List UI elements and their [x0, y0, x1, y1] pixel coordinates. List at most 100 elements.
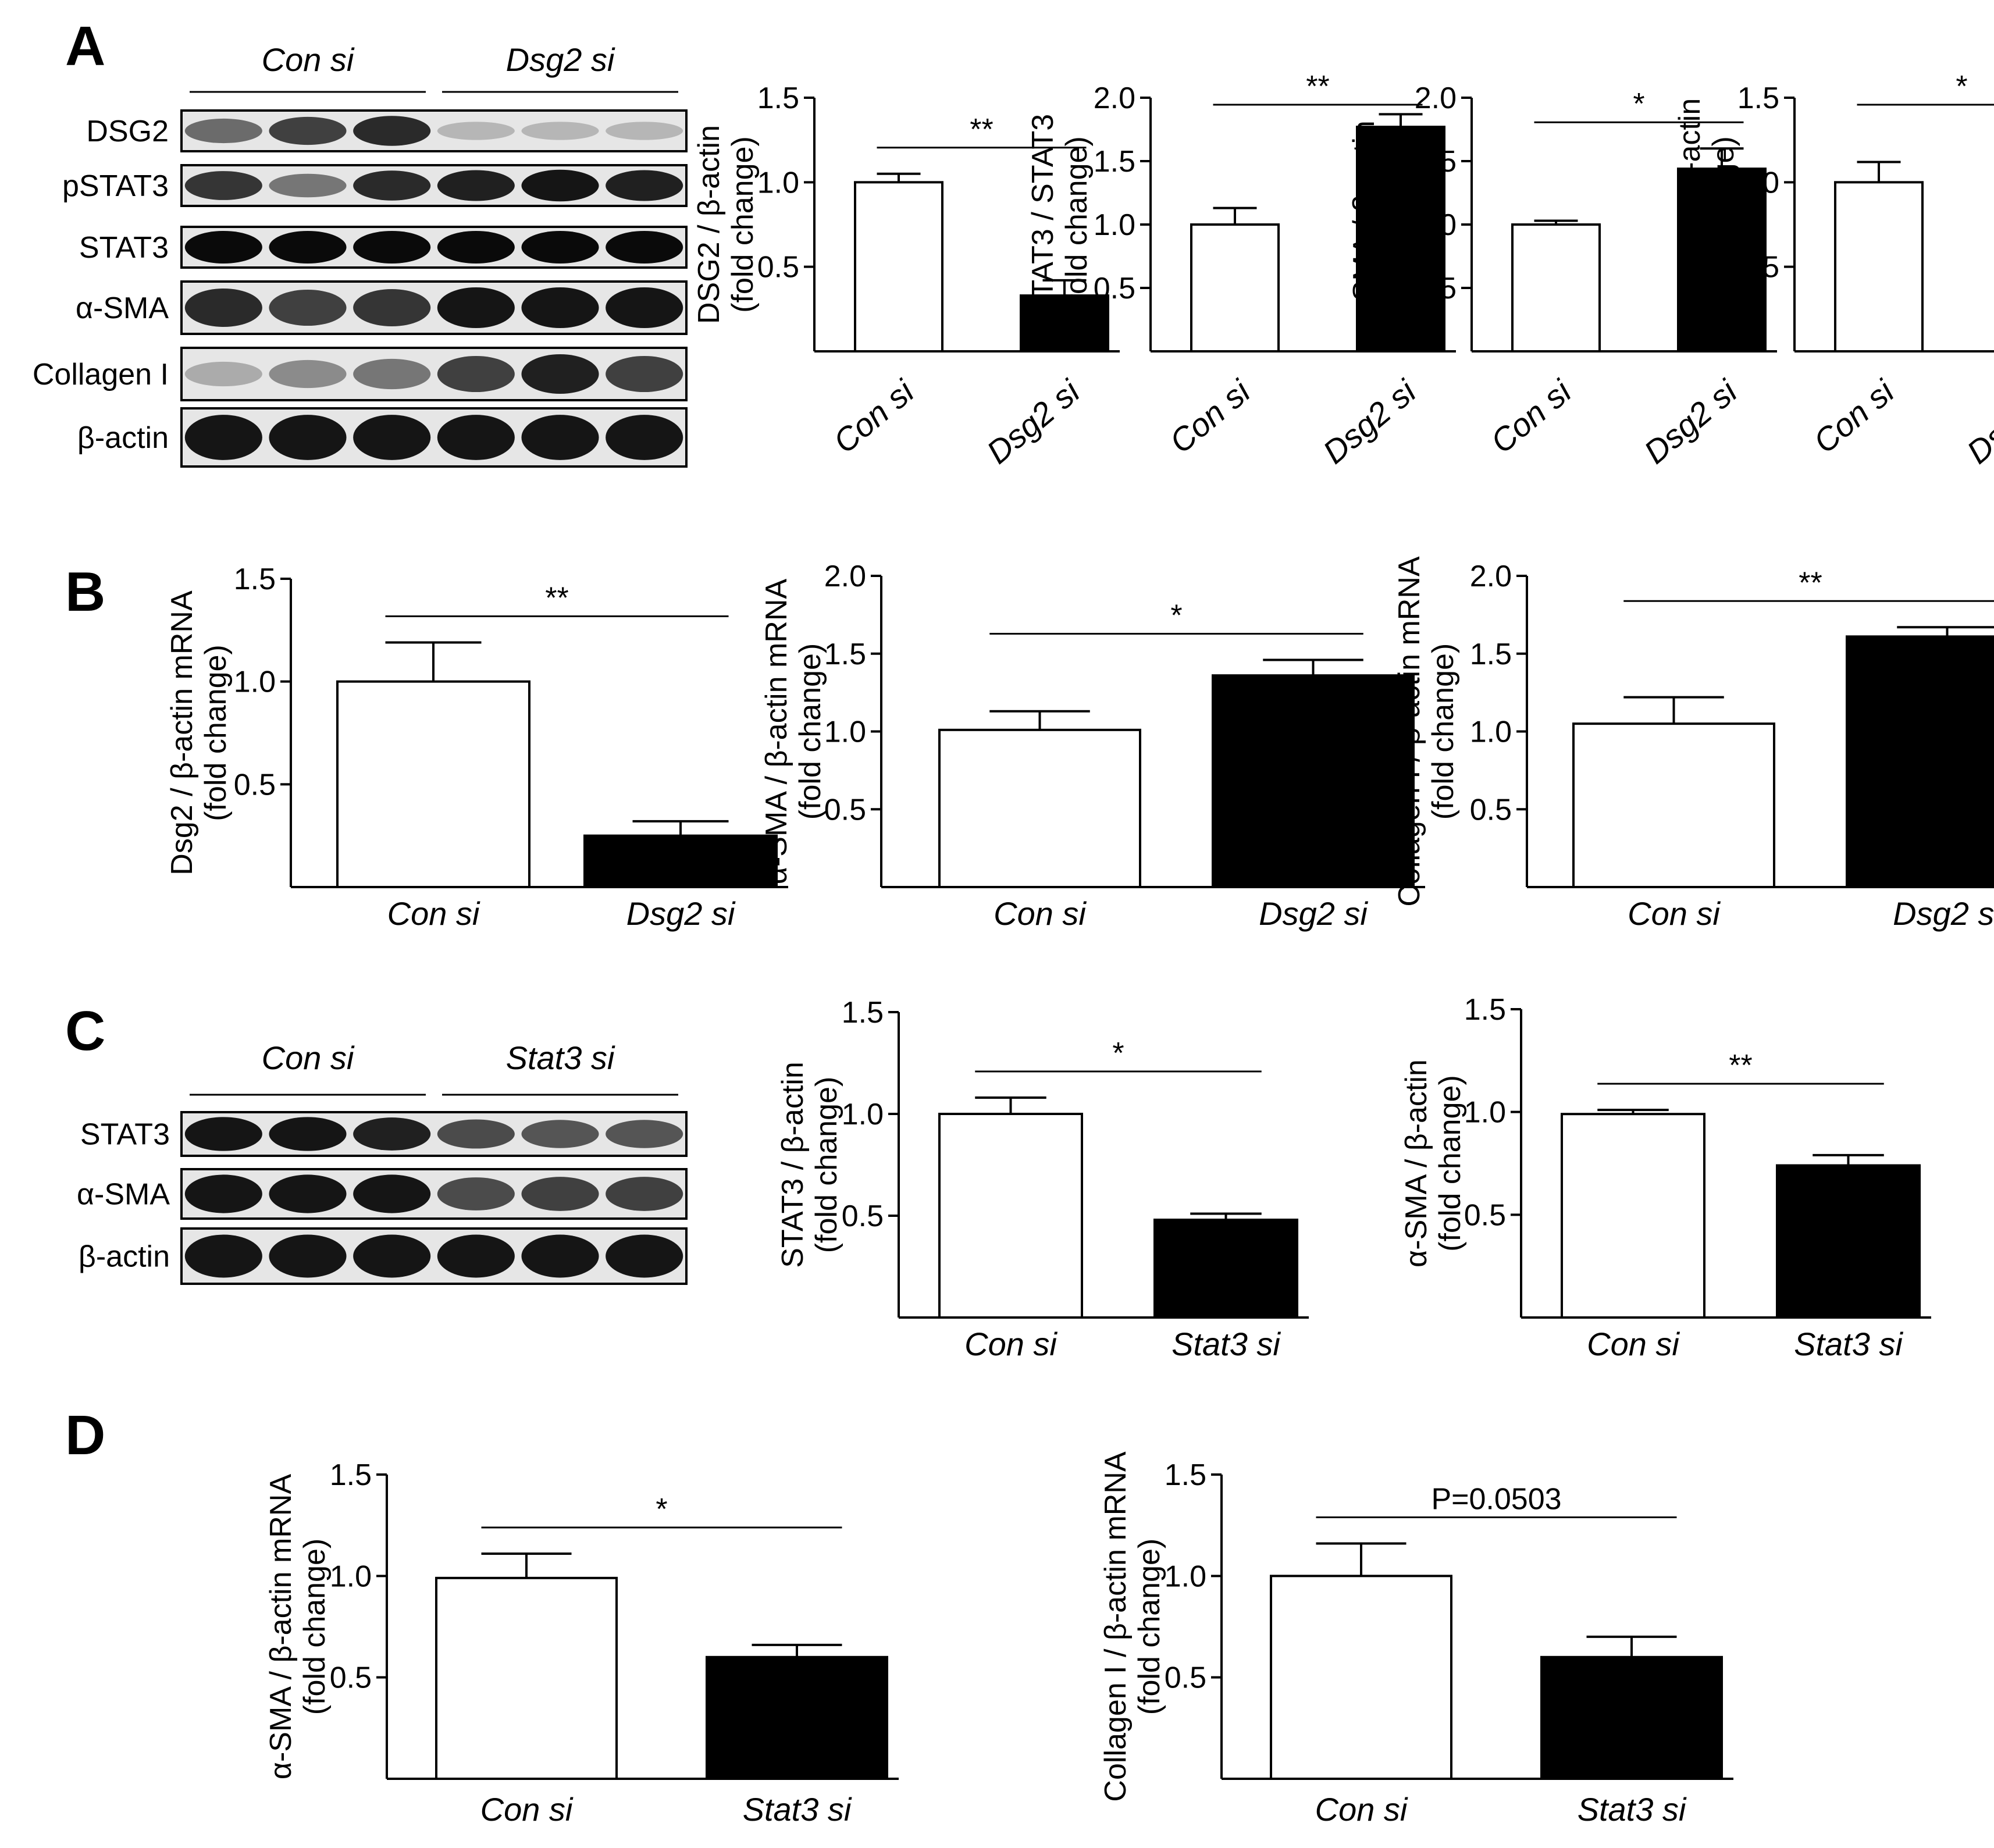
- blot-band: [269, 1117, 347, 1151]
- x-category-label: Con si: [1587, 1326, 1680, 1362]
- blot-row-collagen-i: Collagen I: [33, 347, 688, 401]
- y-axis-label-line: (fold change): [298, 1539, 332, 1715]
- bar-con-si: [854, 181, 943, 352]
- bar-stat3-si: [1153, 1219, 1298, 1319]
- blot-band: [353, 1117, 431, 1151]
- blot-strip: [180, 280, 688, 335]
- panel-letter-d: D: [65, 1404, 105, 1466]
- blot-label: DSG2: [86, 115, 169, 148]
- y-tick-label: 0.5: [1737, 251, 1779, 284]
- panel-letter-b: B: [65, 561, 105, 623]
- y-tick-label: 1.0: [330, 1559, 372, 1593]
- bar-stat3-si: [1776, 1164, 1921, 1319]
- bar-dsg2-si: [1846, 635, 1994, 888]
- y-axis-label: STAT3 / β-actin(fold change): [776, 1062, 843, 1268]
- blot-band: [437, 1177, 515, 1210]
- blot-band: [606, 355, 683, 393]
- bar-con-si: [336, 680, 530, 888]
- y-tick-label: 0.5: [824, 793, 866, 827]
- y-axis-label: Collagen I / β-actin(fold change): [1673, 98, 1740, 351]
- x-category-label: Stat3 si: [743, 1791, 852, 1828]
- blot-strip: [180, 164, 688, 207]
- bar-con-si: [1572, 722, 1775, 888]
- blot-band: [269, 173, 347, 198]
- x-category-label: Stat3 si: [1578, 1791, 1687, 1828]
- blot-band: [521, 1120, 599, 1148]
- bar-chart-10: 0.5 1.0 1.5 Con si Stat3 si * α-SMA / β-actin …: [264, 1458, 899, 1828]
- y-tick-label: 1.5: [1415, 145, 1457, 179]
- blot-panel-c: Con si Stat3 si STAT3 α-SMA β-actin: [77, 1039, 688, 1285]
- y-tick-label: 0.5: [842, 1199, 884, 1233]
- blot-group-label: Con si: [262, 41, 355, 78]
- bar-stat3-si: [706, 1655, 888, 1781]
- blot-label: β-actin: [77, 421, 169, 455]
- y-axis-label: α-SMA / β-actin mRNA(fold change): [760, 579, 827, 884]
- blot-row-sma: α-SMA: [77, 1168, 688, 1220]
- y-axis-label: Collagen I / β-actin mRNA(fold change): [1099, 1451, 1166, 1801]
- blot-band: [606, 1120, 683, 1148]
- y-tick-label: 0.5: [757, 251, 799, 284]
- blot-band: [437, 355, 515, 393]
- blot-strip: [180, 1227, 688, 1285]
- bar-con-si: [938, 728, 1141, 888]
- blot-band: [437, 170, 515, 201]
- y-axis-label-line: Collagen I / β-actin mRNA: [1099, 1451, 1133, 1801]
- bar-dsg2-si: [1020, 294, 1109, 352]
- blot-band: [184, 288, 262, 327]
- x-category-label: Dsg2 si: [1316, 372, 1423, 471]
- y-tick-label: 2.0: [1094, 81, 1135, 115]
- blot-band: [606, 415, 683, 460]
- y-tick-label: 1.0: [824, 715, 866, 749]
- blot-band: [184, 1174, 262, 1213]
- blot-band: [521, 415, 599, 460]
- y-axis-label-line: (fold change): [199, 645, 233, 821]
- y-axis-label: α-SMA / β-actin(fold change): [1347, 120, 1415, 329]
- y-tick-label: 1.5: [330, 1458, 372, 1492]
- x-category-label: Dsg2 si: [1259, 895, 1368, 932]
- y-axis-label-line: (fold change): [1060, 136, 1094, 313]
- bar-chart-5: 0.5 1.0 1.5 Con si Dsg2 si ** Dsg2 / β-actin m…: [165, 562, 788, 932]
- y-axis-label: α-SMA / β-actin mRNA(fold change): [264, 1474, 332, 1779]
- y-axis-label: Collagen I / β-actin mRNA(fold change): [1393, 556, 1460, 906]
- blot-band: [606, 122, 683, 140]
- blot-band: [437, 287, 515, 329]
- y-axis-label-line: Dsg2 / β-actin mRNA: [165, 590, 199, 875]
- blot-strip: [180, 1168, 688, 1220]
- significance-label: *: [1633, 87, 1644, 121]
- x-category-label: Con si: [387, 895, 480, 932]
- blot-band: [353, 1174, 431, 1213]
- bar-con-si: [938, 1113, 1083, 1319]
- blot-band: [606, 1177, 683, 1211]
- y-tick-label: 0.5: [1470, 793, 1512, 827]
- significance-label: **: [970, 113, 993, 147]
- x-category-label: Stat3 si: [1172, 1326, 1281, 1362]
- y-axis-label-line: STAT3 / β-actin: [776, 1062, 810, 1268]
- bar-con-si: [1834, 181, 1924, 352]
- blot-row-sma: α-SMA: [76, 280, 688, 335]
- significance-label: *: [1956, 70, 1967, 104]
- bar-con-si: [1190, 223, 1280, 352]
- significance-label: **: [1799, 566, 1822, 600]
- blot-row-stat3: STAT3: [80, 1111, 688, 1157]
- bar-chart-8: 0.5 1.0 1.5 Con si Stat3 si * STAT3 / β-actin(…: [776, 996, 1309, 1362]
- x-category-label: Con si: [994, 895, 1087, 932]
- blot-band: [353, 289, 431, 327]
- panel-letter-a: A: [65, 15, 105, 77]
- blot-band: [269, 1234, 347, 1278]
- significance-label: **: [545, 582, 568, 615]
- y-axis-label-line: (fold change): [793, 643, 827, 820]
- bar-con-si: [1561, 1113, 1705, 1319]
- bar-chart-11: 0.5 1.0 1.5 Con si Stat3 si P=0.0503 Collagen …: [1099, 1451, 1733, 1828]
- y-tick-label: 2.0: [1415, 81, 1457, 115]
- blot-label: Collagen I: [33, 358, 169, 391]
- blot-band: [521, 231, 599, 264]
- y-axis-label-line: (fold change): [726, 136, 760, 313]
- blot-band: [184, 231, 262, 264]
- y-tick-label: 1.0: [234, 665, 276, 699]
- blot-label: STAT3: [80, 1118, 170, 1152]
- y-tick-label: 1.5: [824, 638, 866, 671]
- y-tick-label: 0.5: [1415, 272, 1457, 305]
- y-tick-label: 1.5: [757, 81, 799, 115]
- y-axis-label-line: α-SMA / β-actin: [1347, 120, 1381, 329]
